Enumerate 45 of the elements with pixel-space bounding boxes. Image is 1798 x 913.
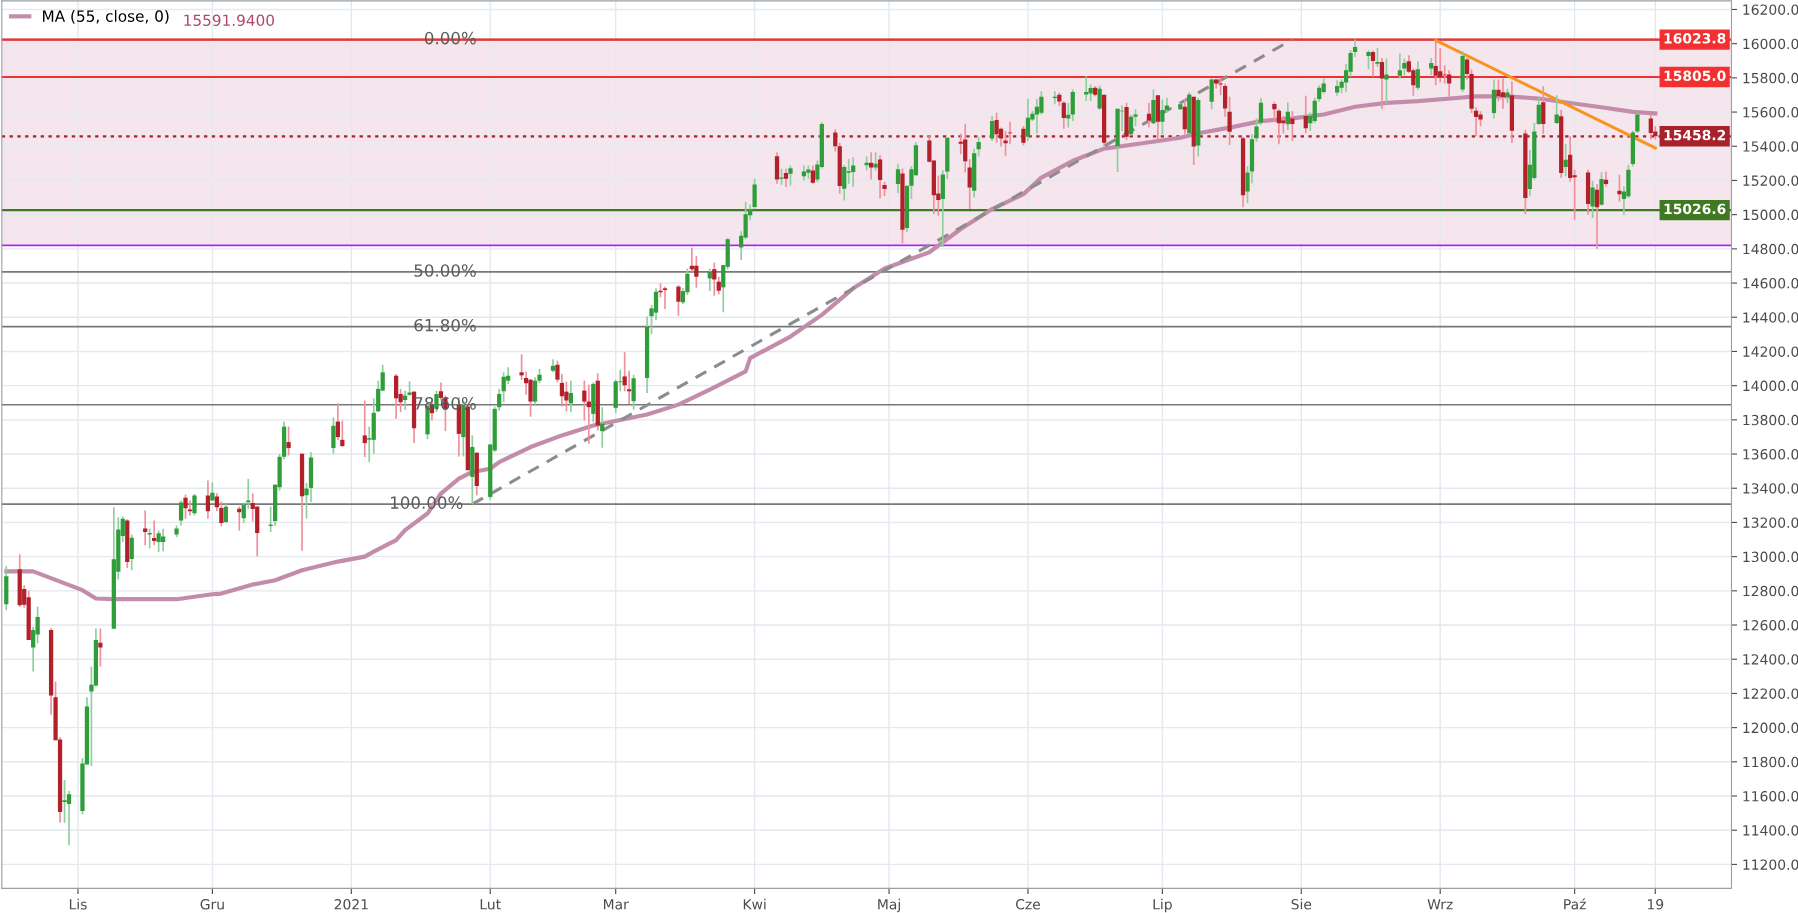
ref-line-label: 15026.6 (1664, 203, 1726, 215)
y-tick-label: 15600.0 (1743, 107, 1798, 118)
y-tick-label: 14400.0 (1743, 312, 1798, 323)
y-tick-label: 13400.0 (1743, 483, 1798, 494)
ref-line-label: 15805.0 (1664, 70, 1726, 82)
ref-line-label: 16023.8 (1664, 33, 1726, 44)
x-tick-label: Lip (1153, 898, 1172, 913)
x-tick-label: Mar (603, 899, 629, 910)
x-tick-label: Sie (1291, 898, 1312, 910)
y-tick-label: 14200.0 (1743, 346, 1798, 357)
y-tick-label: 13800.0 (1743, 414, 1798, 426)
y-tick-label: 11400.0 (1743, 825, 1798, 836)
x-tick-label: Lut (480, 899, 501, 910)
x-tick-label: Paź (1564, 898, 1586, 910)
x-tick-label: Lis (69, 898, 87, 910)
y-tick-label: 15800.0 (1743, 72, 1798, 84)
y-tick-label: 12200.0 (1743, 688, 1798, 699)
y-tick-label: 12000.0 (1743, 722, 1798, 734)
x-tick-label: Gru (200, 899, 224, 910)
annotation: 15591.9400 (184, 14, 274, 27)
y-tick-label: 16000.0 (1743, 38, 1798, 50)
y-tick-label: 16200.0 (1743, 4, 1798, 15)
y-tick-label: 12400.0 (1743, 654, 1798, 665)
y-tick-label: 14800.0 (1743, 243, 1798, 255)
x-tick-label: Kwi (743, 898, 766, 910)
x-tick-label: Cze (1015, 899, 1040, 910)
y-tick-label: 15400.0 (1743, 141, 1798, 152)
x-tick-label: 19 (1647, 899, 1664, 910)
y-tick-label: 12800.0 (1743, 585, 1798, 597)
ref-line-label: 15458.2 (1664, 129, 1726, 141)
y-tick-label: 15200.0 (1743, 175, 1798, 186)
x-tick-label: 2021 (334, 899, 368, 910)
legend-label: MA (55, close, 0) (43, 10, 169, 24)
y-tick-label: 13200.0 (1743, 517, 1798, 528)
y-tick-label: 15000.0 (1743, 209, 1798, 221)
y-tick-label: 11200.0 (1743, 859, 1798, 870)
y-tick-label: 13600.0 (1743, 449, 1798, 460)
y-tick-label: 13000.0 (1743, 551, 1798, 563)
x-tick-label: Wrz (1427, 899, 1453, 910)
y-tick-label: 11600.0 (1743, 790, 1798, 802)
x-tick-label: Maj (878, 898, 900, 913)
y-tick-label: 14000.0 (1743, 380, 1798, 392)
y-tick-label: 14600.0 (1743, 278, 1798, 289)
y-tick-label: 12600.0 (1743, 619, 1798, 631)
y-tick-label: 11800.0 (1743, 756, 1798, 768)
